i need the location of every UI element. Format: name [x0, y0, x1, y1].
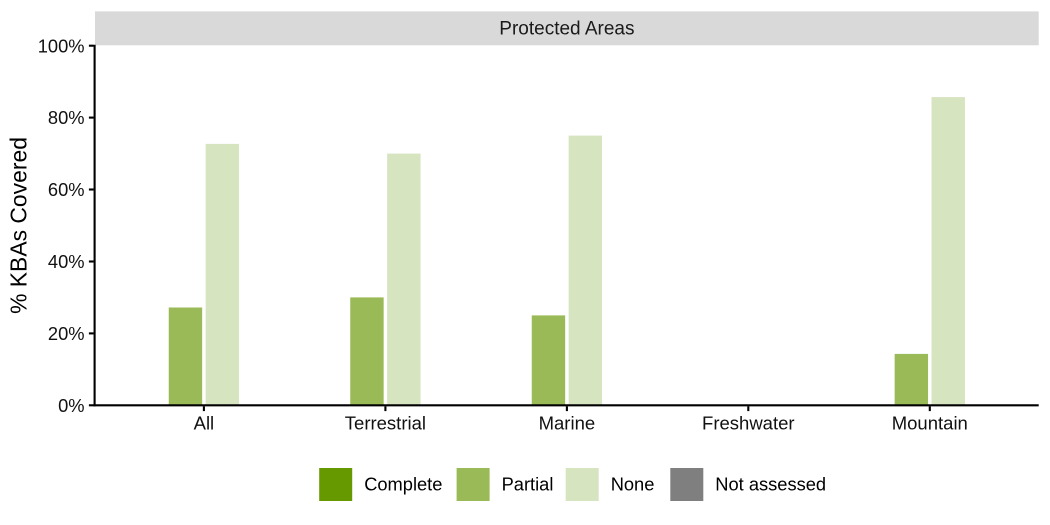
- svg-text:80%: 80%: [48, 107, 85, 128]
- svg-text:0%: 0%: [58, 395, 84, 416]
- svg-text:Terrestrial: Terrestrial: [345, 412, 426, 433]
- svg-text:Partial: Partial: [502, 474, 554, 495]
- svg-text:Mountain: Mountain: [892, 412, 968, 433]
- svg-text:100%: 100%: [38, 35, 85, 56]
- svg-text:40%: 40%: [48, 251, 85, 272]
- svg-text:60%: 60%: [48, 179, 85, 200]
- svg-text:Marine: Marine: [539, 412, 596, 433]
- svg-text:% KBAs Covered: % KBAs Covered: [6, 137, 32, 314]
- svg-text:Complete: Complete: [364, 474, 442, 495]
- svg-text:Not assessed: Not assessed: [715, 474, 826, 495]
- svg-text:Freshwater: Freshwater: [702, 412, 795, 433]
- svg-text:None: None: [611, 474, 655, 495]
- svg-text:All: All: [194, 412, 215, 433]
- svg-text:20%: 20%: [48, 323, 85, 344]
- svg-text:Protected Areas: Protected Areas: [499, 18, 634, 39]
